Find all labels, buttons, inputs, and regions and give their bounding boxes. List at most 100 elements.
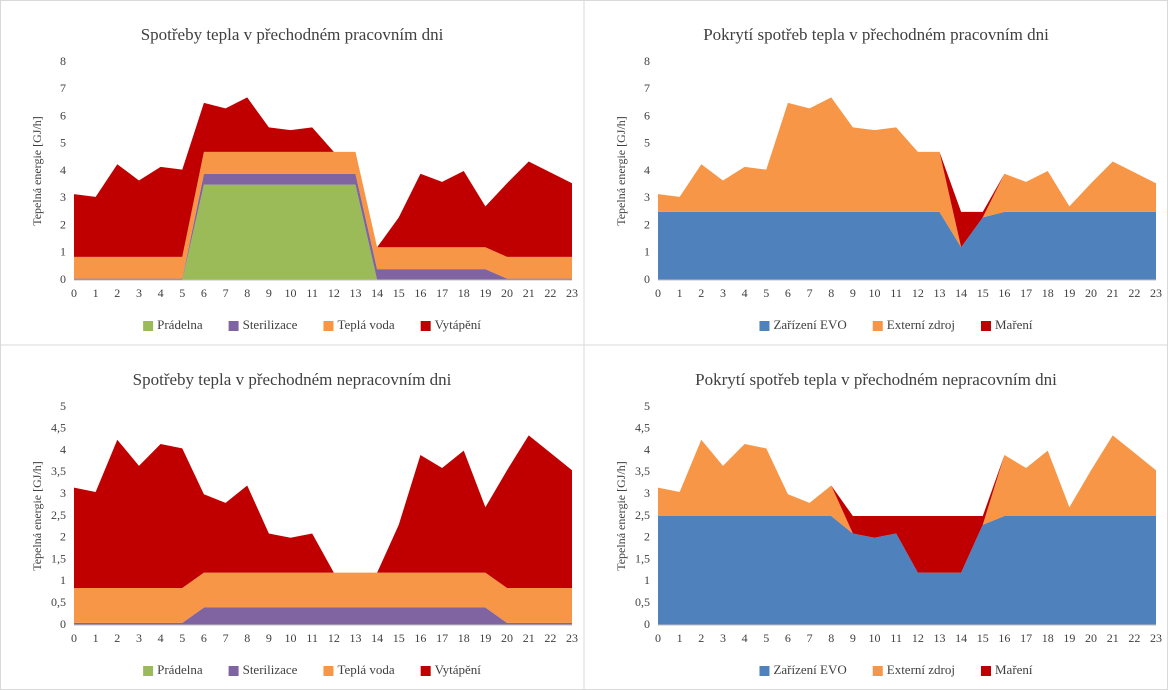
y-axis-label: Tepelná energie [GJ/h] xyxy=(614,116,628,226)
x-tick-label: 23 xyxy=(1150,631,1162,645)
y-tick-label: 0,5 xyxy=(635,595,650,609)
x-tick-label: 3 xyxy=(720,286,726,300)
y-tick-label: 4,5 xyxy=(51,421,66,435)
legend-swatch xyxy=(759,666,770,676)
area xyxy=(658,435,1156,573)
x-tick-label: 8 xyxy=(828,631,834,645)
x-tick-label: 14 xyxy=(955,631,967,645)
legend-item: Zařízení EVO xyxy=(759,662,847,677)
x-tick-label: 17 xyxy=(436,631,448,645)
y-tick-label: 7 xyxy=(60,81,66,95)
x-tick-label: 18 xyxy=(458,631,470,645)
legend-label: Maření xyxy=(995,662,1033,677)
x-tick-label: 22 xyxy=(1128,631,1140,645)
x-tick-label: 14 xyxy=(955,286,967,300)
legend-item: Teplá voda xyxy=(323,662,395,677)
legend-item: Maření xyxy=(980,317,1033,332)
x-tick-label: 2 xyxy=(114,286,120,300)
legend-label: Vytápění xyxy=(435,317,482,332)
legend-label: Teplá voda xyxy=(337,317,394,332)
y-tick-label: 3 xyxy=(644,190,650,204)
x-tick-label: 16 xyxy=(414,631,426,645)
x-tick-label: 19 xyxy=(1063,631,1075,645)
y-axis-label: Tepelná energie [GJ/h] xyxy=(30,116,44,226)
y-tick-label: 2 xyxy=(60,530,66,544)
x-tick-label: 21 xyxy=(1107,631,1119,645)
x-tick-label: 5 xyxy=(179,286,185,300)
x-tick-label: 23 xyxy=(566,631,578,645)
y-tick-label: 3 xyxy=(60,190,66,204)
y-tick-label: 6 xyxy=(60,108,66,122)
x-tick-label: 6 xyxy=(201,631,207,645)
x-tick-label: 18 xyxy=(458,286,470,300)
x-tick-label: 2 xyxy=(114,631,120,645)
y-tick-label: 5 xyxy=(644,136,650,150)
legend-label: Externí zdroj xyxy=(887,317,955,332)
y-tick-label: 2 xyxy=(644,530,650,544)
x-tick-label: 20 xyxy=(501,631,513,645)
y-tick-label: 0 xyxy=(60,272,66,286)
x-tick-label: 23 xyxy=(566,286,578,300)
x-tick-label: 5 xyxy=(763,286,769,300)
y-tick-label: 0 xyxy=(644,617,650,631)
x-tick-label: 13 xyxy=(349,286,361,300)
legend-swatch xyxy=(228,321,239,331)
x-tick-label: 17 xyxy=(436,286,448,300)
x-tick-label: 10 xyxy=(869,286,881,300)
x-tick-label: 4 xyxy=(742,286,748,300)
legend-label: Zařízení EVO xyxy=(773,662,846,677)
legend-item: Vytápění xyxy=(420,662,481,677)
x-tick-label: 19 xyxy=(479,286,491,300)
legend-label: Externí zdroj xyxy=(887,662,955,677)
x-tick-label: 21 xyxy=(523,286,535,300)
x-tick-label: 13 xyxy=(933,631,945,645)
legend-item: Sterilizace xyxy=(228,317,298,332)
y-axis-label: Tepelná energie [GJ/h] xyxy=(614,461,628,571)
legend-label: Prádelna xyxy=(157,317,203,332)
x-tick-label: 9 xyxy=(266,286,272,300)
y-tick-label: 1,5 xyxy=(51,551,66,565)
x-tick-label: 16 xyxy=(414,286,426,300)
x-tick-label: 12 xyxy=(328,631,340,645)
x-tick-label: 11 xyxy=(306,286,318,300)
x-tick-label: 6 xyxy=(785,286,791,300)
x-tick-label: 0 xyxy=(71,286,77,300)
x-tick-label: 15 xyxy=(393,286,405,300)
x-tick-label: 22 xyxy=(1128,286,1140,300)
legend-item: Externí zdroj xyxy=(872,317,955,332)
x-tick-label: 8 xyxy=(244,286,250,300)
y-tick-label: 1 xyxy=(644,245,650,259)
x-tick-label: 6 xyxy=(785,631,791,645)
x-tick-label: 1 xyxy=(93,631,99,645)
area xyxy=(658,97,1156,248)
legend-swatch xyxy=(143,321,154,331)
x-tick-label: 20 xyxy=(1085,631,1097,645)
legend-item: Maření xyxy=(980,662,1033,677)
y-tick-label: 2,5 xyxy=(635,508,650,522)
x-tick-label: 10 xyxy=(285,286,297,300)
x-tick-label: 9 xyxy=(850,631,856,645)
legend-item: Vytápění xyxy=(420,317,482,332)
x-tick-label: 14 xyxy=(371,631,383,645)
legend-swatch xyxy=(980,666,991,676)
x-tick-label: 23 xyxy=(1150,286,1162,300)
x-tick-label: 15 xyxy=(977,286,989,300)
x-tick-label: 21 xyxy=(1107,286,1119,300)
y-tick-label: 3 xyxy=(60,486,66,500)
x-tick-label: 13 xyxy=(349,631,361,645)
x-tick-label: 17 xyxy=(1020,286,1032,300)
legend-swatch xyxy=(323,666,334,676)
x-tick-label: 19 xyxy=(1063,286,1075,300)
y-tick-label: 1 xyxy=(644,573,650,587)
y-tick-label: 2 xyxy=(644,217,650,231)
legend-swatch xyxy=(980,321,991,331)
area xyxy=(74,572,572,623)
legend-item: Prádelna xyxy=(143,317,203,332)
area xyxy=(74,184,572,280)
y-tick-label: 1 xyxy=(60,245,66,259)
y-tick-label: 4,5 xyxy=(635,421,650,435)
x-tick-label: 9 xyxy=(266,631,272,645)
legend-label: Zařízení EVO xyxy=(773,317,846,332)
y-tick-label: 1 xyxy=(60,573,66,587)
x-tick-label: 0 xyxy=(655,631,661,645)
